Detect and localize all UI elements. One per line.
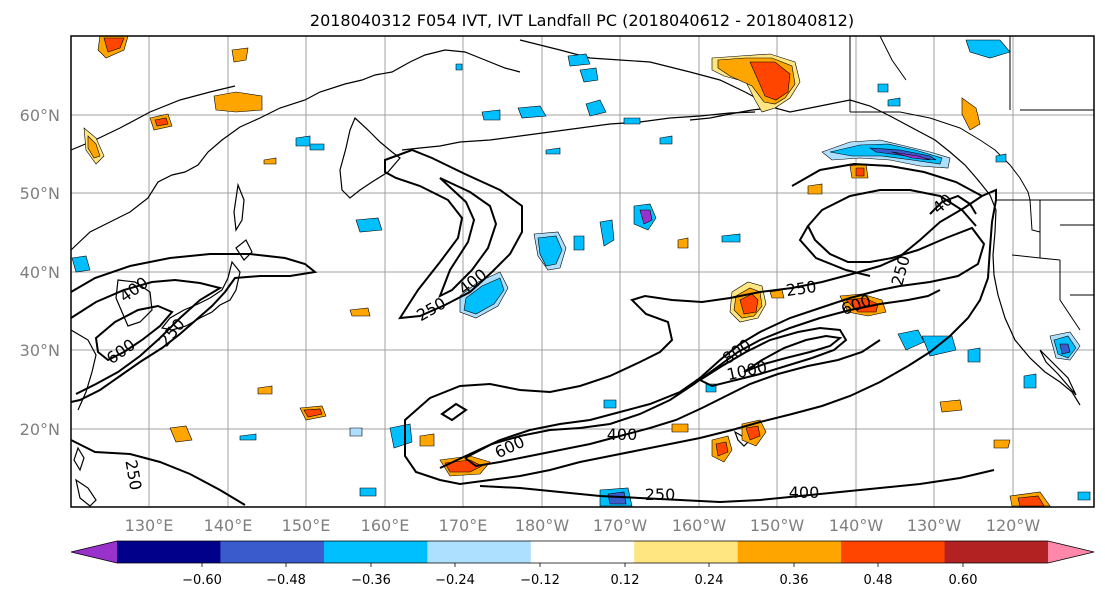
colorbar-segment	[220, 541, 325, 563]
lon-label: 140°W	[829, 516, 884, 535]
japan-coastline	[160, 260, 241, 331]
lat-label: 40°N	[20, 263, 60, 282]
colorbar-segment	[117, 541, 221, 563]
lat-label: 60°N	[20, 106, 60, 125]
lon-label: 120°W	[986, 516, 1041, 535]
contour-250-ne-loop	[791, 162, 983, 197]
contour-400-west	[70, 278, 223, 395]
colorbar: −0.60 −0.48 −0.36 −0.24 −0.12 0.12 0.24 …	[70, 540, 1095, 588]
political-borders	[849, 35, 1094, 331]
baja-coastline	[1039, 349, 1077, 396]
colorbar-tick-label: −0.36	[351, 573, 391, 588]
contour-label: 250	[645, 485, 676, 504]
contour-800-main	[697, 326, 848, 388]
hawaii-islands	[733, 430, 749, 447]
lat-label: 30°N	[20, 341, 60, 360]
lon-label: 160°W	[672, 516, 727, 535]
contour-40-ne	[929, 194, 977, 215]
lon-label: 170°W	[593, 516, 648, 535]
philippines-coastline	[75, 478, 97, 507]
figure-title: 2018040312 F054 IVT, IVT Landfall PC (20…	[310, 11, 854, 30]
colorbar-segment	[841, 541, 946, 563]
lat-labels: 60°N 50°N 40°N 30°N 20°N	[20, 106, 60, 439]
lon-label: 170°E	[439, 516, 488, 535]
colorbar-segment	[737, 541, 842, 563]
contour-400-nw-jet	[438, 177, 498, 299]
lon-label: 150°E	[282, 516, 331, 535]
contour-label: 400	[607, 425, 638, 444]
contour-250-nw-jet	[384, 148, 523, 320]
alaska-coastline	[519, 39, 997, 211]
colorbar-tick-label: −0.12	[520, 573, 560, 588]
lon-label: 160°E	[361, 516, 410, 535]
contour-400-south	[479, 469, 995, 504]
contour-250-main	[404, 188, 997, 486]
colorbar-segment	[323, 541, 428, 563]
colorbar-high-extend	[1048, 541, 1094, 563]
ivt-shading-positive	[83, 35, 1051, 507]
hokkaido-coastline	[235, 239, 253, 261]
colorbar-tick-label: −0.60	[182, 573, 222, 588]
colorbar-segment	[944, 541, 1049, 563]
lon-label: 180°W	[515, 516, 570, 535]
ivt-shading-negative	[71, 39, 1091, 507]
lat-label: 50°N	[20, 184, 60, 203]
china-coastline	[70, 329, 97, 411]
contour-400-main	[439, 189, 986, 469]
contour-600-main-b	[464, 339, 881, 468]
contour-250-sw	[70, 439, 246, 506]
contour-1000-main	[743, 334, 843, 373]
colorbar-tick-label: 0.24	[695, 573, 724, 588]
map-border	[70, 35, 1095, 508]
colorbar-tick-labels: −0.60 −0.48 −0.36 −0.24 −0.12 0.12 0.24 …	[182, 573, 977, 588]
contour-label: 250	[785, 277, 818, 300]
colorbar-segment	[634, 541, 739, 563]
na-westcoast	[992, 209, 1081, 406]
lon-label: 150°W	[750, 516, 805, 535]
colorbar-segments	[117, 541, 1049, 563]
ivt-contours	[70, 148, 997, 506]
lon-label: 140°E	[204, 516, 253, 535]
lat-label: 20°N	[20, 420, 60, 439]
lon-label: 130°E	[125, 516, 174, 535]
alaska-peninsula	[689, 107, 771, 121]
colorbar-ticks	[201, 563, 964, 567]
contour-250-west	[70, 253, 318, 403]
contour-400-main-b	[798, 225, 871, 277]
contour-label: 400	[789, 483, 820, 502]
colorbar-tick-label: −0.24	[435, 573, 475, 588]
aleutian-islands	[401, 111, 756, 151]
lon-labels: 130°E 140°E 150°E 160°E 170°E 180°W 170°…	[125, 516, 1041, 535]
taiwan-coastline	[73, 446, 85, 472]
lon-label: 130°W	[907, 516, 962, 535]
colorbar-segment	[427, 541, 532, 563]
colorbar-tick-label: 0.48	[864, 573, 893, 588]
colorbar-outline	[70, 540, 1095, 564]
colorbar-tick-label: 0.36	[780, 573, 809, 588]
colorbar-segment	[530, 541, 635, 563]
contour-600-main	[464, 289, 941, 459]
asia-coastline	[70, 49, 521, 251]
kamchatka-coastline	[339, 116, 401, 199]
colorbar-tick-label: 0.12	[611, 573, 640, 588]
contour-600-west	[94, 304, 174, 362]
colorbar-low-extend	[71, 541, 117, 563]
map-panel: 400 600 250 250 400 250 600 250 400 1000…	[70, 35, 1095, 508]
colorbar-tick-label: −0.48	[266, 573, 306, 588]
sakhalin-coastline	[233, 182, 245, 232]
contour-small-loop	[440, 402, 468, 422]
colorbar-tick-label: 0.60	[949, 573, 978, 588]
